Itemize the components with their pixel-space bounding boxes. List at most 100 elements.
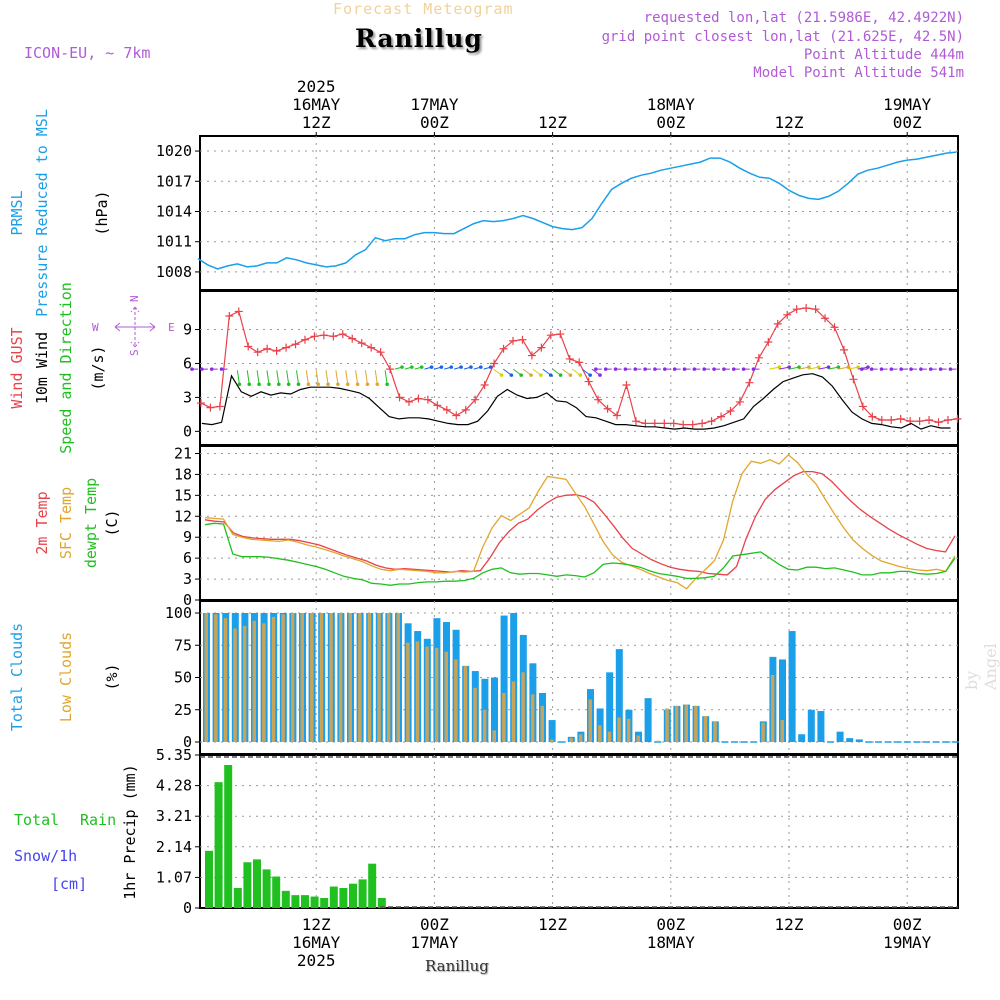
gust-marker <box>461 405 470 414</box>
snow-label: Snow/1h <box>14 847 77 865</box>
subtitle: Forecast Meteogram <box>333 0 514 18</box>
cloud-low-bar <box>703 716 708 742</box>
wind-arrow <box>236 370 240 385</box>
ytick-label-clouds: 0 <box>183 733 192 751</box>
wind-arrow-head <box>355 382 360 387</box>
cloud-low-bar <box>406 642 410 742</box>
snow-unit-label: [cm] <box>51 875 87 893</box>
gust-marker <box>527 351 536 360</box>
gust-marker <box>622 380 631 389</box>
wind-arrow-head <box>200 367 204 371</box>
ytick-label-temperature: 0 <box>183 591 192 609</box>
wind-arrow-head <box>439 365 444 369</box>
wind-arrow-head <box>692 367 697 371</box>
cloud-low-bar <box>626 718 631 742</box>
gust-marker <box>783 310 792 319</box>
gust-marker <box>934 418 943 427</box>
gust-marker <box>660 419 669 428</box>
wind-arrow <box>325 370 329 385</box>
gust-marker <box>244 342 253 351</box>
wind-arrow-head <box>603 367 608 371</box>
gust-marker <box>319 331 328 340</box>
gust-marker <box>357 339 366 348</box>
precip-bar <box>368 863 377 908</box>
cloud-low-bar <box>540 705 544 742</box>
gust-marker <box>669 419 678 428</box>
bottom-time-label: 00Z <box>656 915 685 934</box>
cloud-low-bar <box>569 738 573 742</box>
wind-arrow-head <box>219 367 224 371</box>
cloud-low-bar <box>214 614 218 742</box>
ytick-label-pressure: 1011 <box>156 233 192 251</box>
ytick-label-temperature: 15 <box>174 486 192 504</box>
wind-arrow-head <box>594 367 598 371</box>
cloud-low-bar <box>761 722 765 742</box>
wind-arrow-head <box>479 365 483 369</box>
gust-marker <box>509 336 518 345</box>
gust-marker <box>206 403 215 412</box>
wind-arrow-head <box>879 367 884 371</box>
wind-arrow-head <box>751 367 756 371</box>
total-clouds-label: Total Clouds <box>8 623 26 731</box>
cloud-low-bar <box>444 651 448 742</box>
cloud-low-bar <box>262 623 266 742</box>
gust-marker <box>896 414 905 423</box>
ytick-label-precip: 0 <box>183 899 192 917</box>
precip-bar <box>339 887 348 908</box>
gust-marker <box>404 397 413 406</box>
ytick-label-clouds: 50 <box>174 669 192 687</box>
wind-arrow <box>305 370 309 385</box>
cloud-low-bar <box>281 614 285 742</box>
grid-coords: grid point closest lon,lat (21.625E, 42.… <box>601 29 964 45</box>
precip-bar <box>205 850 213 908</box>
wind-arrow-head <box>899 367 903 371</box>
ytick-label-clouds: 75 <box>174 636 192 654</box>
wind-arrow-head <box>938 367 943 371</box>
cloud-total-bar <box>644 698 652 742</box>
cloud-total-bar <box>846 738 854 742</box>
gust-marker <box>234 307 243 316</box>
ytick-label-temperature: 12 <box>174 507 192 525</box>
wind-arrow <box>374 370 378 385</box>
wind-arrow-head <box>296 382 301 387</box>
cloud-total-bar <box>817 711 825 742</box>
wind-arrow-head <box>919 367 923 371</box>
ytick-label-clouds: 25 <box>174 701 192 719</box>
wind-arrow <box>276 370 280 385</box>
gust-marker <box>442 405 451 414</box>
ytick-label-precip: 5.35 <box>156 746 192 764</box>
gust-marker <box>877 416 886 425</box>
wind-speed-dir-label: Speed and Direction <box>57 282 75 454</box>
precip-bar <box>224 765 233 908</box>
top-time-label: 18MAY <box>647 95 696 114</box>
wind-arrow-head <box>336 382 340 387</box>
gust-marker <box>925 416 934 425</box>
wind-arrow-head <box>846 365 851 369</box>
cloud-low-bar <box>502 692 506 742</box>
temp-line-0 <box>204 470 956 576</box>
cloud-low-bar <box>367 613 372 742</box>
gust-marker <box>499 344 508 353</box>
gust-marker <box>272 347 281 356</box>
wind-arrow-head <box>722 367 726 371</box>
panel-frame-pressure <box>199 135 959 291</box>
ytick-label-wind: 9 <box>183 321 192 339</box>
wind-arrow-head <box>643 367 647 371</box>
cloud-low-bar <box>319 613 324 742</box>
model-altitude: Model Point Altitude 541m <box>753 65 964 81</box>
cloud-total-bar <box>855 739 863 742</box>
wind-arrow <box>384 370 388 385</box>
cloud-total-bar <box>788 631 796 742</box>
cloud-low-bar <box>665 708 669 742</box>
top-time-label: 00Z <box>656 113 685 132</box>
top-time-label: 19MAY <box>883 95 932 114</box>
cloud-low-bar <box>636 735 640 742</box>
gust-marker <box>338 330 347 339</box>
top-time-label: 12Z <box>775 113 804 132</box>
gust-marker <box>329 332 338 341</box>
cloud-low-bar <box>454 659 458 742</box>
gust-marker <box>556 330 565 339</box>
compass-s: S <box>128 349 141 356</box>
low-clouds-label: Low Clouds <box>57 632 75 722</box>
